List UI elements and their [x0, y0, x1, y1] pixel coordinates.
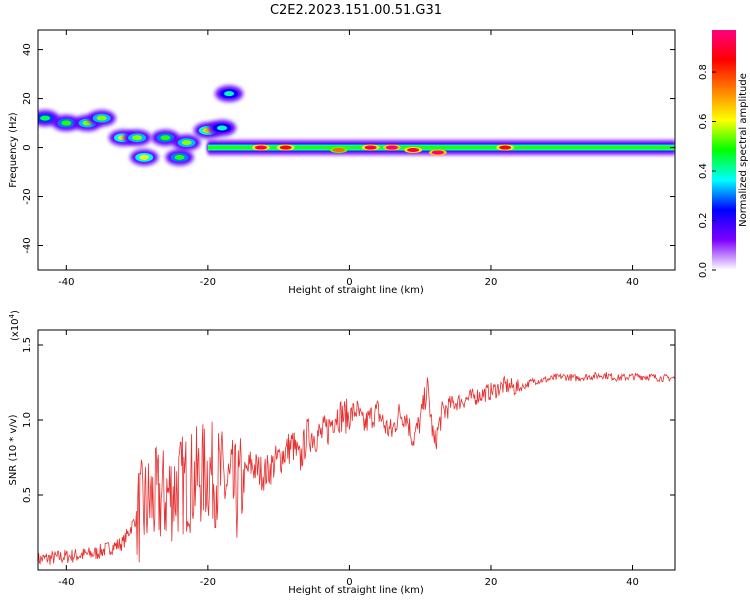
snr-xtick-label: -20 [200, 577, 216, 588]
spectrogram-y-ticks: -40 -20 0 20 40 [22, 43, 675, 254]
scatter-blob-12 [224, 91, 235, 97]
snr-ytick-label: 0.5 [22, 487, 33, 503]
peak-blob-6 [431, 150, 444, 155]
snr-frame [37, 329, 676, 571]
scatter-blob-3 [96, 115, 107, 121]
peak-blob-1 [279, 145, 292, 150]
spectrogram-frame [37, 29, 676, 271]
colorbar-ticks: 0.0 0.2 0.4 0.6 0.8 [698, 64, 716, 278]
snr-x-axis-label: Height of straight line (km) [288, 585, 424, 596]
heat-ytick-label: 20 [22, 92, 33, 105]
cbar-tick-label: 0.6 [698, 114, 709, 130]
scatter-blob-0 [40, 115, 51, 121]
heat-xtick-label: 0 [346, 277, 352, 288]
heat-xtick-label: 20 [485, 277, 498, 288]
snr-xtick-label: 0 [346, 577, 352, 588]
scatter-blob-8 [174, 154, 185, 160]
snr-xtick-label: 20 [485, 577, 498, 588]
snr-xtick-label: -40 [58, 577, 74, 588]
cbar-tick-label: 0.0 [698, 262, 709, 278]
heat-ytick-label: 0 [22, 144, 33, 150]
peak-blob-3 [364, 145, 377, 150]
snr-series-line [38, 371, 675, 568]
heat-ytick-label: -20 [22, 188, 33, 204]
snr-plot-area [38, 330, 675, 570]
scatter-blob-1 [61, 120, 72, 126]
scatter-blob-6 [139, 154, 150, 160]
snr-y-ticks: 0.5 1.0 1.5 [22, 337, 675, 503]
heat-xtick-label: 40 [626, 277, 639, 288]
spectrogram-panel: -40 -20 0 20 40 -40 -20 0 20 40 Height of straig… [8, 29, 676, 296]
spectrogram-y-axis-label: Frequency (Hz) [8, 112, 19, 188]
snr-y-axis-label: SNR (10 * v/v) [8, 414, 19, 485]
snr-ytick-label: 1.5 [22, 337, 33, 353]
cbar-tick-label: 0.8 [698, 64, 709, 80]
spectrogram-marks [38, 85, 675, 166]
snr-panel: -40 -20 0 20 40 0.5 1.0 1.5 Height of straight… [8, 310, 676, 596]
colorbar: 0.0 0.2 0.4 0.6 0.8 Normalized spectral ampl… [698, 30, 749, 278]
cbar-tick-label: 0.4 [698, 163, 709, 179]
heat-ytick-label: -40 [22, 237, 33, 253]
cbar-tick-label: 0.2 [698, 213, 709, 229]
colorbar-gradient [712, 30, 736, 270]
scatter-blob-7 [160, 135, 171, 141]
scatter-blob-5 [132, 135, 143, 141]
spectrogram-x-ticks: -40 -20 0 20 40 [58, 30, 639, 288]
scatter-blob-9 [181, 140, 192, 146]
peak-blob-2 [332, 148, 345, 152]
colorbar-label: Normalized spectral amplitude [738, 73, 749, 227]
peak-blob-5 [407, 148, 420, 152]
peak-blob-0 [254, 145, 267, 150]
peak-blob-4 [385, 145, 398, 150]
heat-xtick-label: -40 [58, 277, 74, 288]
snr-xtick-label: 40 [626, 577, 639, 588]
heat-xtick-label: -20 [200, 277, 216, 288]
figure-title: C2E2.2023.151.00.51.G31 [270, 3, 442, 18]
heat-ytick-label: 40 [22, 43, 33, 56]
spectrogram-x-axis-label: Height of straight line (km) [288, 285, 424, 296]
snr-ytick-label: 1.0 [22, 412, 33, 428]
band-center [207, 146, 675, 150]
snr-x-ticks: -40 -20 0 20 40 [58, 330, 639, 588]
snr-y-multiplier: (x104) [8, 310, 21, 341]
peak-blob-7 [499, 145, 512, 150]
scatter-blob-11 [217, 125, 228, 131]
